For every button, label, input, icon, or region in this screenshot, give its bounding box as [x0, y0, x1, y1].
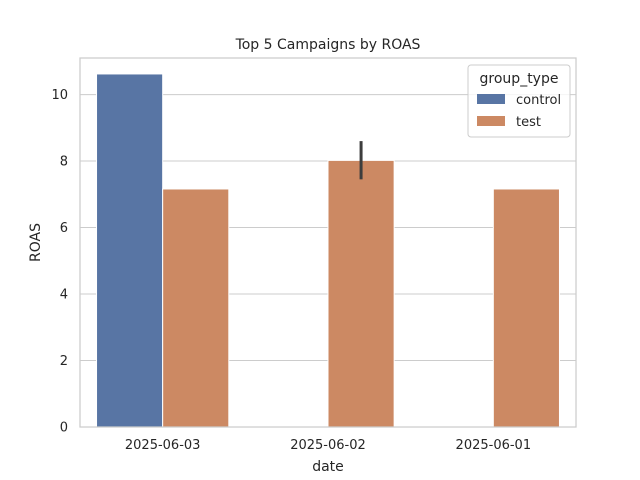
bar-control [96, 73, 164, 428]
bar-test [327, 159, 395, 428]
ticks-layer: 0 2 4 6 8 10 2025-06-03 2025-06-02 2025-06-01 [51, 88, 531, 453]
legend: group_type control test [467, 64, 571, 138]
x-tick-label: 2025-06-01 [456, 438, 532, 453]
bar-test [162, 188, 230, 428]
y-tick-label: 4 [60, 288, 68, 303]
legend-swatch-test [477, 116, 505, 126]
legend-title: group_type [480, 71, 559, 87]
y-tick-label: 2 [60, 354, 68, 369]
legend-label-control: control [516, 93, 561, 108]
legend-swatch-control [477, 94, 505, 104]
y-tick-label: 6 [60, 221, 68, 236]
x-tick-label: 2025-06-02 [290, 438, 366, 453]
y-tick-label: 8 [60, 155, 68, 170]
x-tick-label: 2025-06-03 [125, 438, 201, 453]
x-axis-label: date [312, 459, 344, 475]
plot-frame [79, 57, 577, 428]
legend-label-test: test [516, 115, 541, 130]
bars-layer [96, 73, 560, 428]
chart-title: Top 5 Campaigns by ROAS [235, 37, 421, 53]
y-tick-label: 0 [60, 421, 68, 436]
y-tick-label: 10 [51, 88, 68, 103]
legend-items: control test [477, 93, 561, 130]
bar-test [492, 188, 560, 428]
y-axis-label: ROAS [28, 223, 44, 262]
